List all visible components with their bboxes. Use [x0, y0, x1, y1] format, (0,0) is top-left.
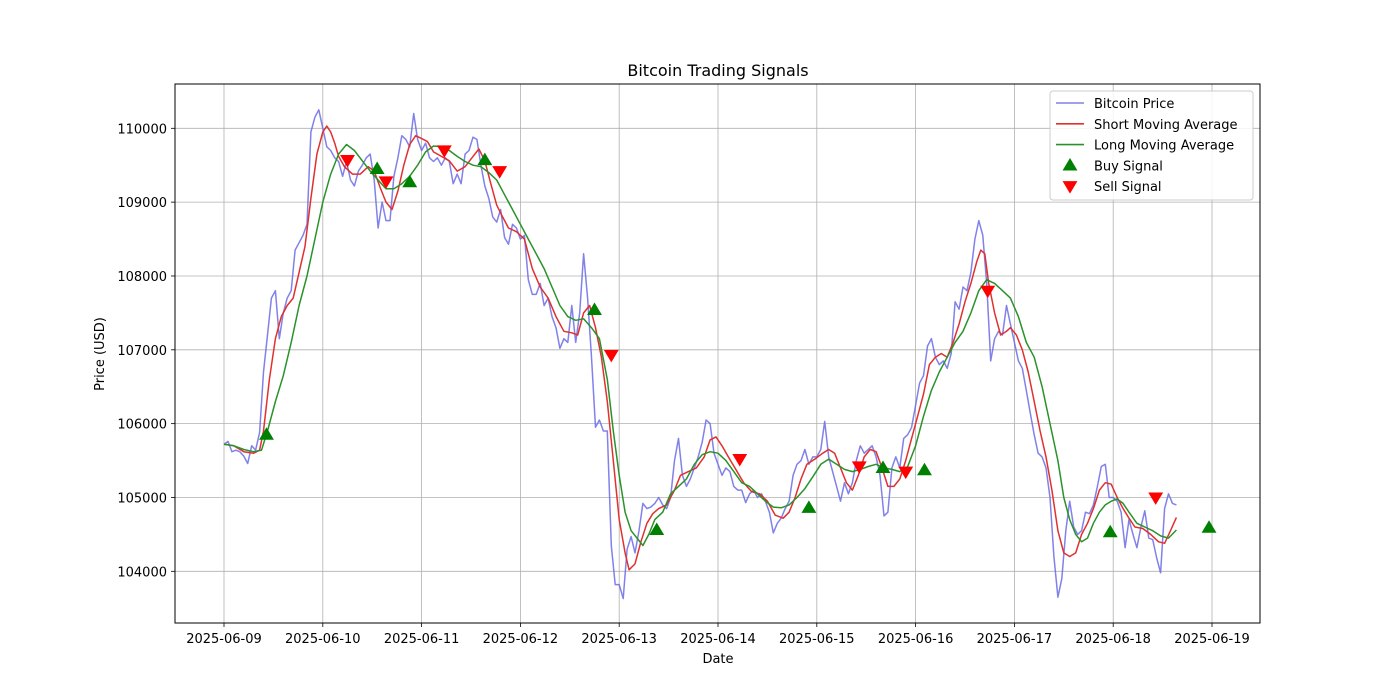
- sell-signal-marker: [851, 461, 867, 474]
- legend-entry: Buy Signal: [1094, 159, 1163, 174]
- y-tick-label: 104000: [117, 565, 167, 580]
- legend-box: [1049, 90, 1254, 201]
- y-tick-label: 105000: [117, 491, 167, 506]
- x-tick-label: 2025-06-14: [680, 632, 756, 647]
- grid-lines: [175, 84, 1260, 623]
- chart-title: Bitcoin Trading Signals: [627, 61, 808, 80]
- buy-signal-marker: [1201, 520, 1217, 533]
- legend-swatch: [1062, 181, 1078, 194]
- buy-signal-marker: [477, 152, 493, 166]
- x-tick-label: 2025-06-13: [581, 632, 657, 647]
- y-tick-label: 109000: [117, 196, 167, 211]
- price-line: [223, 109, 1177, 600]
- plot-area: [223, 109, 1217, 600]
- buy-signal-marker: [801, 500, 817, 513]
- x-tick-label: 2025-06-17: [977, 632, 1053, 647]
- buy-signal-marker: [649, 522, 665, 536]
- long-ma-line: [223, 143, 1177, 547]
- buy-signal-marker: [1102, 524, 1118, 538]
- x-tick-label: 2025-06-15: [779, 632, 855, 647]
- legend: Bitcoin Price Short Moving Average Long Mo…: [1049, 90, 1254, 201]
- y-axis-label: Price (USD): [93, 317, 108, 391]
- y-axis: 104000 105000 106000 107000 108000 109000 1100…: [117, 122, 175, 580]
- buy-signal-marker: [875, 460, 891, 473]
- x-tick-label: 2025-06-11: [384, 632, 460, 647]
- y-tick-label: 110000: [117, 122, 167, 137]
- y-tick-label: 108000: [117, 270, 167, 285]
- x-axis-label: Date: [702, 652, 733, 667]
- sell-signal-marker: [340, 155, 355, 168]
- sell-signal-marker: [1148, 492, 1164, 505]
- legend-entry: Long Moving Average: [1094, 139, 1234, 154]
- buy-signal-marker: [369, 161, 385, 174]
- x-tick-label: 2025-06-10: [285, 632, 361, 647]
- x-tick-label: 2025-06-19: [1174, 632, 1250, 647]
- y-tick-label: 106000: [117, 418, 167, 433]
- buy-signal-marker: [259, 427, 274, 440]
- x-axis: 2025-06-09 2025-06-10 2025-06-11 2025-06-12…: [186, 623, 1250, 647]
- sell-signal-marker: [980, 285, 996, 299]
- buy-signal-marker: [917, 462, 932, 476]
- legend-entry: Short Moving Average: [1094, 118, 1238, 133]
- x-tick-label: 2025-06-12: [483, 632, 559, 647]
- short-ma-line: [223, 125, 1178, 571]
- x-tick-label: 2025-06-18: [1075, 632, 1151, 647]
- buy-signal-marker: [402, 174, 418, 188]
- sell-signal-marker: [603, 349, 619, 363]
- legend-entry: Sell Signal: [1094, 180, 1162, 195]
- legend-swatch: [1062, 157, 1078, 171]
- y-tick-label: 107000: [117, 344, 167, 359]
- x-tick-label: 2025-06-09: [186, 632, 262, 647]
- sell-signal-marker: [898, 466, 914, 480]
- plot-frame: [174, 83, 1261, 624]
- sell-signal-marker: [378, 176, 394, 189]
- legend-entry: Bitcoin Price: [1094, 97, 1174, 112]
- sell-signal-marker: [436, 145, 452, 158]
- sell-signal-marker: [732, 454, 748, 467]
- sell-signal-marker: [492, 166, 508, 179]
- buy-signal-marker: [587, 302, 602, 315]
- x-tick-label: 2025-06-16: [878, 632, 954, 647]
